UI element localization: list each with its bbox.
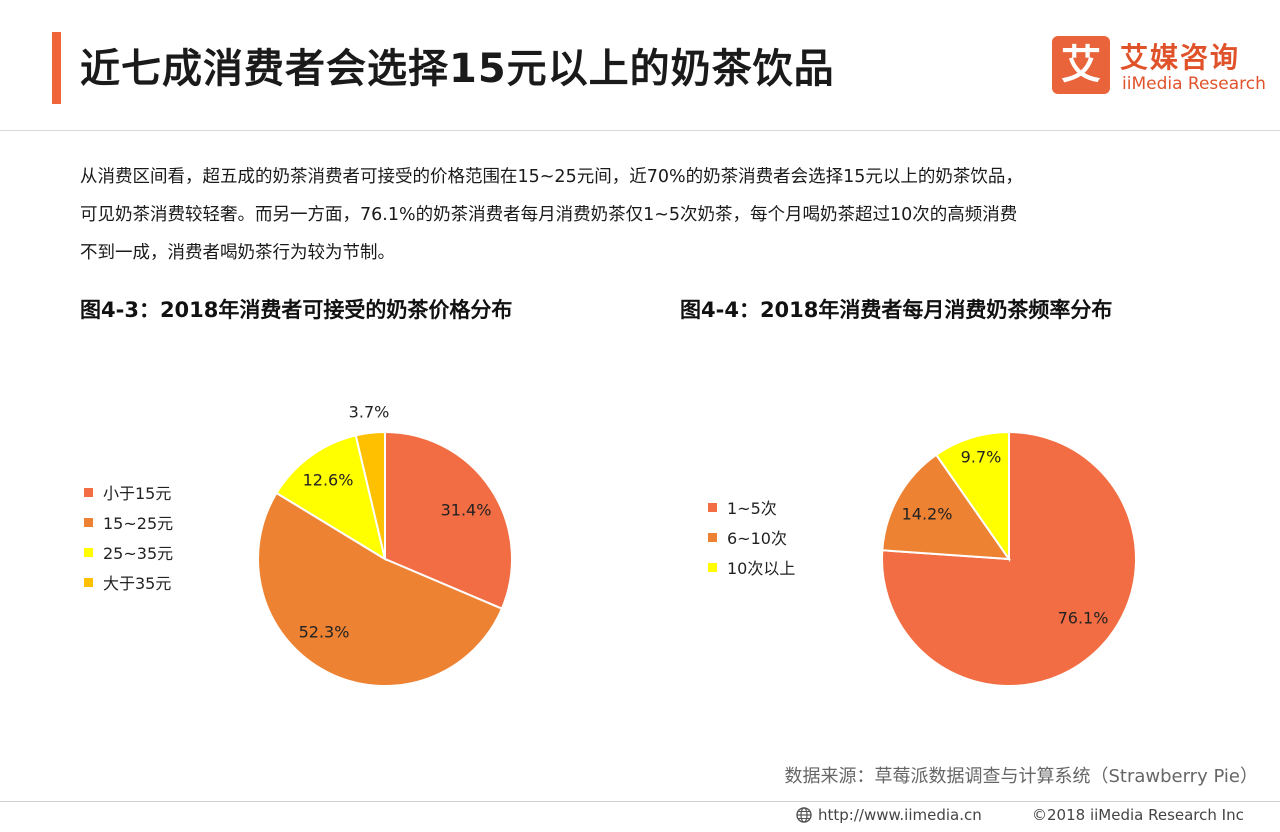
pie-data-label: 14.2%: [902, 505, 953, 524]
title-accent-bar: [52, 32, 61, 104]
globe-icon: [796, 807, 812, 823]
chart-title-price: 图4-3：2018年消费者可接受的奶茶价格分布: [80, 298, 513, 322]
pie-slice: [881, 453, 1012, 561]
pie-data-label: 31.4%: [441, 501, 492, 520]
iimedia-logo[interactable]: 艾 艾媒咨询 iiMedia Research: [1052, 36, 1266, 98]
footer-divider: [0, 801, 1280, 802]
legend-item: 大于35元: [84, 567, 173, 597]
legend-label: 25~35元: [103, 544, 174, 563]
footer-website[interactable]: http://www.iimedia.cn: [796, 806, 982, 824]
intro-paragraph: 从消费区间看，超五成的奶茶消费者可接受的价格范围在15~25元间，近70%的奶茶…: [80, 158, 1210, 272]
chart-legend-price: 小于15元 15~25元 25~35元 大于35元: [84, 477, 173, 597]
legend-item: 25~35元: [84, 537, 173, 567]
legend-item: 15~25元: [84, 507, 173, 537]
data-source-note: 数据来源：草莓派数据调查与计算系统（Strawberry Pie）: [784, 766, 1258, 787]
legend-swatch: [708, 562, 717, 572]
header-divider: [0, 130, 1280, 131]
footer-copyright: ©2018 iiMedia Research Inc: [1032, 806, 1244, 824]
legend-label: 小于15元: [103, 484, 172, 503]
legend-label: 10次以上: [727, 559, 796, 578]
legend-swatch: [708, 532, 717, 542]
pie-slice: [934, 430, 1010, 563]
legend-item: 6~10次: [708, 522, 795, 552]
legend-item: 小于15元: [84, 477, 173, 507]
pie-slice: [275, 434, 387, 562]
legend-item: 1~5次: [708, 492, 795, 522]
logo-mark: 艾: [1052, 36, 1110, 94]
legend-swatch: [708, 502, 717, 512]
legend-swatch: [84, 487, 93, 497]
intro-line: 从消费区间看，超五成的奶茶消费者可接受的价格范围在15~25元间，近70%的奶茶…: [80, 167, 1023, 187]
chart-legend-frequency: 1~5次 6~10次 10次以上: [708, 492, 795, 582]
pie-slice: [354, 430, 386, 560]
pie-data-label: 12.6%: [303, 471, 354, 490]
legend-swatch: [84, 547, 93, 557]
pie-data-label: 76.1%: [1058, 609, 1109, 628]
pie-slice: [384, 430, 513, 611]
logo-chinese-name: 艾媒咨询: [1120, 41, 1241, 74]
pie-slice: [257, 491, 504, 688]
legend-label: 15~25元: [103, 514, 174, 533]
legend-swatch: [84, 517, 93, 527]
legend-swatch: [84, 577, 93, 587]
page-title: 近七成消费者会选择15元以上的奶茶饮品: [80, 46, 835, 92]
logo-english-name: iiMedia Research: [1122, 74, 1266, 94]
legend-item: 10次以上: [708, 552, 795, 582]
legend-label: 大于35元: [103, 574, 172, 593]
legend-label: 6~10次: [727, 529, 787, 548]
pie-slice: [881, 430, 1137, 687]
pie-data-label: 52.3%: [299, 623, 350, 642]
legend-label: 1~5次: [727, 499, 777, 518]
pie-data-label: 9.7%: [961, 448, 1002, 467]
footer-url: http://www.iimedia.cn: [818, 806, 982, 824]
intro-line: 不到一成，消费者喝奶茶行为较为节制。: [80, 243, 395, 263]
intro-line: 可见奶茶消费较轻奢。而另一方面，76.1%的奶茶消费者每月消费奶茶仅1~5次奶茶…: [80, 205, 1018, 225]
pie-data-label: 3.7%: [349, 403, 390, 422]
chart-title-frequency: 图4-4：2018年消费者每月消费奶茶频率分布: [680, 298, 1113, 322]
